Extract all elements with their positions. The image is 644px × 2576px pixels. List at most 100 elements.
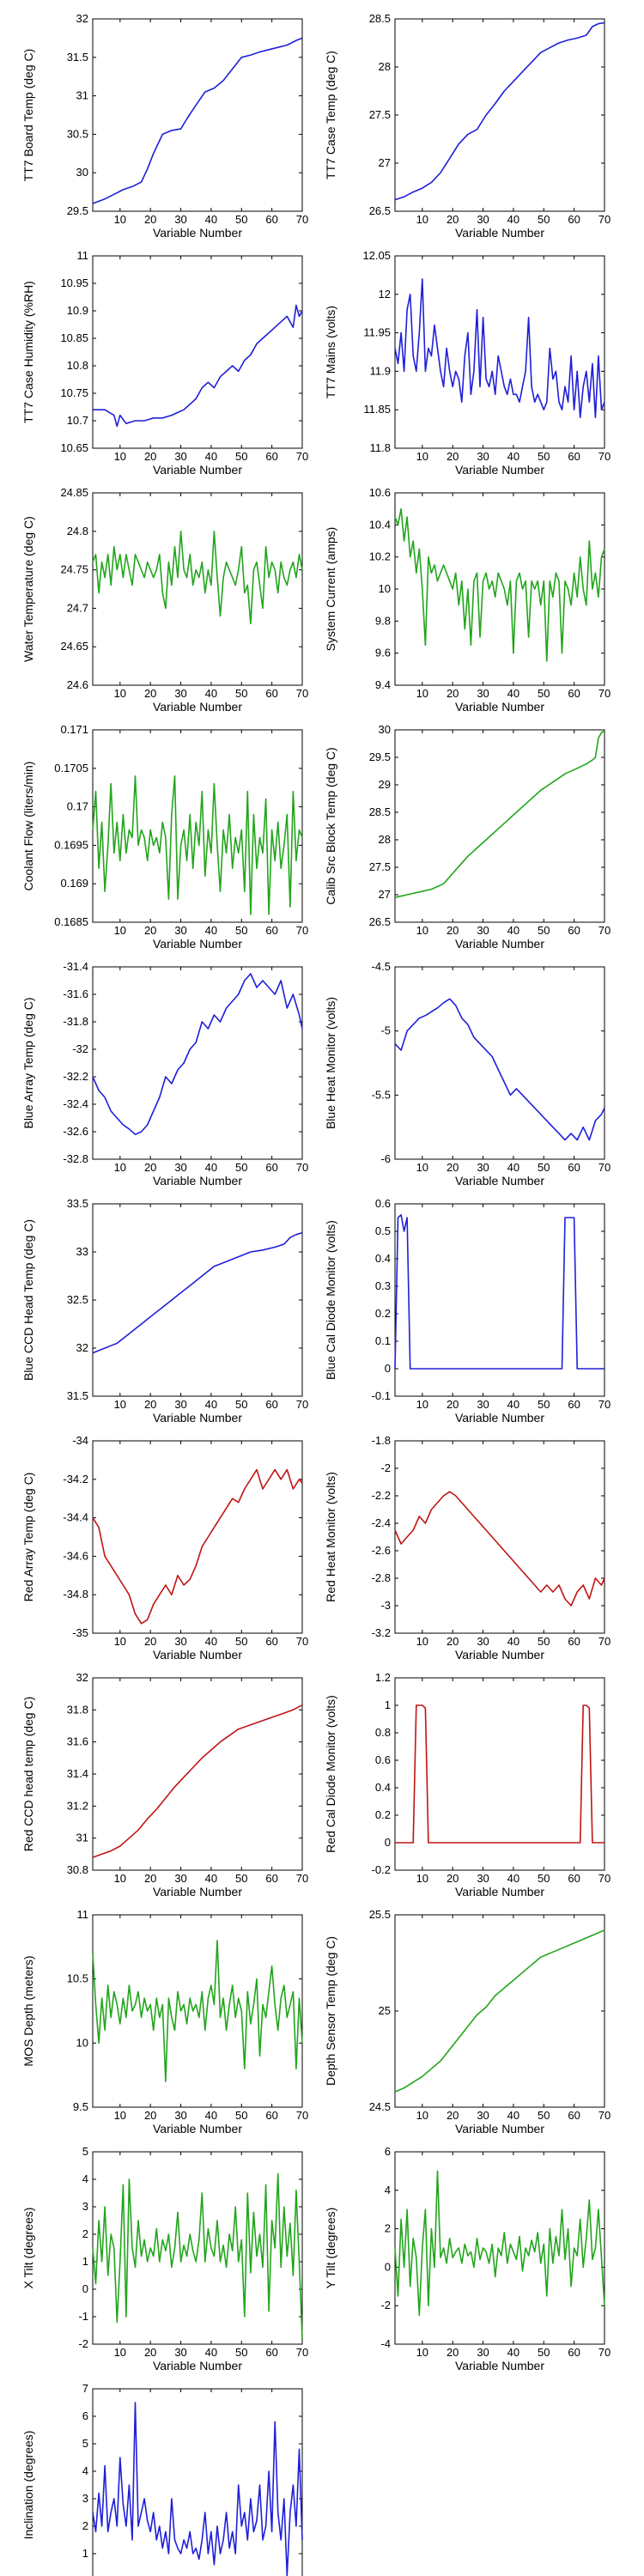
y-axis-label: TT7 Mains (volts) (324, 306, 337, 398)
x-tick-label: 50 (235, 2346, 247, 2359)
x-tick-label: 50 (538, 1635, 550, 1648)
y-tick-label: -32.4 (63, 1097, 88, 1110)
y-tick-label: 26.5 (369, 204, 391, 217)
x-axis-label: Variable Number (153, 226, 242, 240)
y-tick-label: 4 (385, 2184, 391, 2196)
x-axis-label: Variable Number (153, 937, 242, 951)
y-tick-label: 10.9 (67, 304, 88, 317)
y-tick-label: 1 (385, 1698, 391, 1711)
y-axis-label: Blue Heat Monitor (volts) (324, 997, 337, 1129)
y-tick-label: 10.85 (60, 331, 88, 344)
chart-panel: 10 20 30 40 50 60 70 -6 -5.5 -5 -4.5 Variable Numbe… (324, 960, 611, 1188)
y-tick-label: -34 (72, 1434, 88, 1447)
x-tick-label: 30 (477, 2109, 489, 2122)
y-tick-label: -3.2 (372, 1626, 391, 1639)
y-tick-label: 0.4 (375, 1252, 391, 1265)
y-tick-label: 29.5 (369, 750, 391, 763)
x-tick-label: 60 (265, 1635, 277, 1648)
y-tick-label: 10.75 (60, 386, 88, 399)
series-line (394, 1929, 605, 2093)
x-tick-label: 40 (205, 687, 217, 700)
y-tick-label: -2 (380, 1461, 391, 1474)
y-tick-label: 0.2 (375, 1307, 391, 1320)
x-tick-label: 20 (447, 1161, 459, 1174)
x-tick-label: 70 (598, 1872, 611, 1885)
x-tick-label: 70 (296, 1872, 308, 1885)
x-tick-label: 70 (296, 687, 308, 700)
y-tick-label: -4 (380, 2337, 391, 2350)
chart-panel: 10 20 30 40 50 60 70 24.5 25 25.5 Variable Number D… (324, 1908, 611, 2136)
x-tick-label: 60 (265, 2346, 277, 2359)
x-tick-label: 10 (416, 1872, 428, 1885)
y-tick-label: 0.1 (375, 1334, 391, 1347)
y-tick-label: 28 (379, 833, 391, 846)
x-axis-label: Variable Number (153, 1885, 242, 1899)
x-tick-label: 50 (538, 2346, 550, 2359)
x-tick-label: 20 (447, 2346, 459, 2359)
y-tick-label: 9.8 (375, 614, 391, 627)
y-tick-label: 6 (385, 2145, 391, 2158)
x-axis-label: Variable Number (455, 1174, 544, 1188)
x-tick-label: 40 (507, 1161, 519, 1174)
x-tick-label: 10 (114, 450, 126, 463)
x-tick-label: 50 (235, 1161, 247, 1174)
series-line (92, 37, 303, 204)
x-tick-label: 30 (477, 2346, 489, 2359)
plot-frame (394, 1440, 605, 1634)
y-tick-label: 28 (379, 60, 391, 73)
y-tick-label: 0 (385, 2260, 391, 2273)
y-tick-label: -32.6 (63, 1125, 88, 1138)
x-tick-label: 30 (174, 1161, 186, 1174)
x-axis-label: Variable Number (455, 1411, 544, 1425)
x-tick-label: 30 (174, 2346, 186, 2359)
y-tick-label: 27 (379, 156, 391, 169)
chart-panel: 10 20 30 40 50 60 70 26.5 27 27.5 28 28.5 Variable N… (324, 12, 611, 240)
plot-frame (394, 1203, 605, 1397)
x-tick-label: 10 (416, 1398, 428, 1411)
x-tick-label: 30 (477, 1161, 489, 1174)
y-tick-label: 32 (76, 12, 88, 25)
x-tick-label: 40 (205, 2346, 217, 2359)
x-tick-label: 70 (598, 687, 611, 700)
x-tick-label: 70 (598, 1398, 611, 1411)
y-tick-label: 33 (76, 1245, 88, 1258)
y-tick-label: 32 (76, 1671, 88, 1684)
y-tick-label: 10 (76, 2036, 88, 2049)
x-tick-label: 60 (265, 1161, 277, 1174)
x-tick-label: 50 (235, 687, 247, 700)
x-tick-label: 60 (265, 924, 277, 937)
y-tick-label: 2 (385, 2222, 391, 2235)
x-tick-label: 10 (114, 2346, 126, 2359)
x-tick-label: 70 (296, 450, 308, 463)
y-tick-label: -0.2 (372, 1863, 391, 1876)
x-tick-label: 50 (538, 687, 550, 700)
chart-panel: 10 20 30 40 50 60 70 11.8 11.85 11.9 11.95 12 12.05 V… (324, 249, 611, 477)
x-tick-label: 20 (447, 924, 459, 937)
series-line (394, 1491, 605, 1607)
y-tick-label: -34.2 (63, 1473, 88, 1485)
x-tick-label: 10 (416, 1635, 428, 1648)
plot-frame (92, 1440, 303, 1634)
chart-panel: 10 20 30 40 50 60 70 -3.2 -3 -2.8 -2.6 -2.4 -2.2 -2 -1… (324, 1434, 611, 1662)
x-tick-label: 10 (416, 1161, 428, 1174)
x-axis-label: Variable Number (455, 226, 544, 240)
x-tick-label: 20 (447, 1872, 459, 1885)
x-tick-label: 60 (265, 2109, 277, 2122)
y-tick-label: 7 (82, 2382, 88, 2395)
x-tick-label: 50 (235, 450, 247, 463)
y-tick-label: 0.8 (375, 1726, 391, 1739)
y-tick-label: 30.8 (67, 1863, 88, 1876)
x-axis-label: Variable Number (455, 937, 544, 951)
y-tick-label: 31.4 (67, 1767, 88, 1780)
y-tick-label: -35 (72, 1626, 88, 1639)
y-tick-label: 29 (379, 778, 391, 791)
y-tick-label: -32 (72, 1042, 88, 1055)
x-tick-label: 70 (296, 213, 308, 226)
plot-frame (394, 1677, 605, 1871)
y-tick-label: 0 (82, 2282, 88, 2295)
y-tick-label: 10.7 (67, 414, 88, 427)
x-tick-label: 40 (205, 924, 217, 937)
chart-panel: 1020304050607001234567Variable NumberInc… (21, 2382, 303, 2576)
y-tick-label: 11.8 (370, 441, 391, 454)
y-tick-label: 0.17 (67, 800, 88, 813)
